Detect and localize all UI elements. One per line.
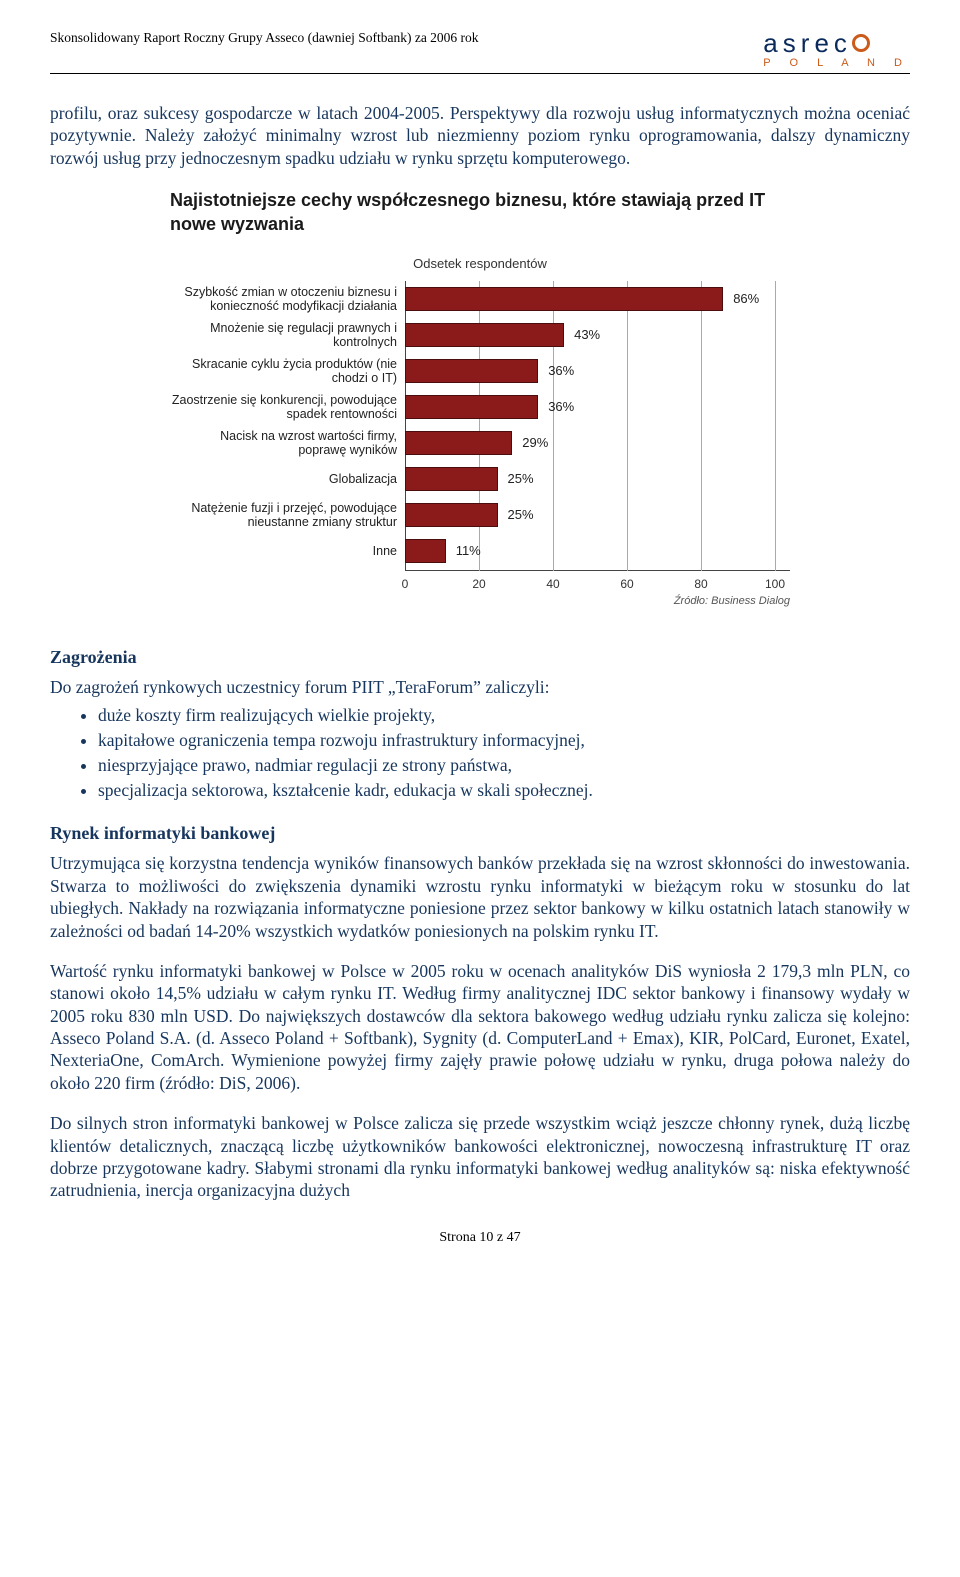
banking-p3: Do silnych stron informatyki bankowej w … [50,1112,910,1202]
chart-container: Najistotniejsze cechy współczesnego bizn… [170,189,790,607]
threats-heading: Zagrożenia [50,647,910,668]
chart-gridline [627,281,628,571]
chart-bar [405,503,498,527]
chart-plot-area: 02040608010086%43%36%36%29%25%25%11% [405,281,790,581]
chart-gridline [701,281,702,571]
threats-list: duże koszty firm realizujących wielkie p… [50,704,910,801]
chart-bar-label: Nacisk na wzrost wartości firmy, poprawę… [170,425,405,461]
logo-subtext: P O L A N D [763,58,910,69]
chart-bar-row: 25% [405,503,534,527]
banking-p2: Wartość rynku informatyki bankowej w Pol… [50,960,910,1094]
chart-bar [405,359,538,383]
chart-title: Najistotniejsze cechy współczesnego bizn… [170,189,790,236]
logo-ring-icon [852,34,870,52]
chart-bar-value: 43% [574,327,600,342]
chart-xtick-label: 100 [765,577,785,591]
chart-bar-value: 25% [508,471,534,486]
chart-bar-label: Skracanie cyklu życia produktów (nie cho… [170,353,405,389]
page-header: Skonsolidowany Raport Roczny Grupy Assec… [50,30,910,74]
chart-xtick-label: 20 [472,577,485,591]
chart-bar-row: 29% [405,431,548,455]
chart-bar-row: 36% [405,395,574,419]
banking-heading: Rynek informatyki bankowej [50,823,910,844]
chart-bar-row: 36% [405,359,574,383]
chart-bar-label: Inne [170,533,405,569]
chart-bar-label: Szybkość zmian w otoczeniu biznesu i kon… [170,281,405,317]
chart-xtick-label: 60 [620,577,633,591]
company-logo: asrec P O L A N D [763,30,910,69]
chart-axis-x [405,570,790,571]
chart-xtick-label: 40 [546,577,559,591]
threats-list-item: duże koszty firm realizujących wielkie p… [98,704,910,727]
chart-bar-label: Natężenie fuzji i przejęć, powodujące ni… [170,497,405,533]
threats-list-item: kapitałowe ograniczenia tempa rozwoju in… [98,729,910,752]
chart-bar [405,467,498,491]
chart-bar-value: 36% [548,363,574,378]
chart-bar [405,395,538,419]
intro-paragraph: profilu, oraz sukcesy gospodarcze w lata… [50,102,910,169]
chart-bar-value: 29% [522,435,548,450]
chart-bar [405,323,564,347]
chart-bar-row: 43% [405,323,600,347]
page-footer: Strona 10 z 47 [50,1230,910,1246]
chart-bar-label: Zaostrzenie się konkurencji, powodujące … [170,389,405,425]
chart-bar-row: 25% [405,467,534,491]
chart-bar-label: Globalizacja [170,461,405,497]
threats-list-item: niesprzyjające prawo, nadmiar regulacji … [98,754,910,777]
header-report-title: Skonsolidowany Raport Roczny Grupy Assec… [50,30,479,46]
chart-y-labels: Szybkość zmian w otoczeniu biznesu i kon… [170,281,405,581]
chart-gridline [775,281,776,571]
banking-p1: Utrzymująca się korzystna tendencja wyni… [50,852,910,942]
threats-intro: Do zagrożeń rynkowych uczestnicy forum P… [50,676,910,698]
chart-source: Źródło: Business Dialog [170,595,790,607]
chart-bar-row: 86% [405,287,759,311]
chart-bar [405,431,512,455]
chart-bar [405,539,446,563]
chart-bar-row: 11% [405,539,481,563]
chart-bar-value: 11% [456,543,481,558]
chart-xtick-label: 0 [402,577,409,591]
chart-subtitle: Odsetek respondentów [170,256,790,271]
chart-bar-label: Mnożenie się regulacji prawnych i kontro… [170,317,405,353]
logo-wordmark: asrec [763,30,910,56]
chart-bar-value: 25% [508,507,534,522]
chart-xtick-label: 80 [694,577,707,591]
threats-list-item: specjalizacja sektorowa, kształcenie kad… [98,779,910,802]
chart-bar [405,287,723,311]
chart-area: Szybkość zmian w otoczeniu biznesu i kon… [170,281,790,581]
chart-bar-value: 36% [548,399,574,414]
chart-bar-value: 86% [733,291,759,306]
